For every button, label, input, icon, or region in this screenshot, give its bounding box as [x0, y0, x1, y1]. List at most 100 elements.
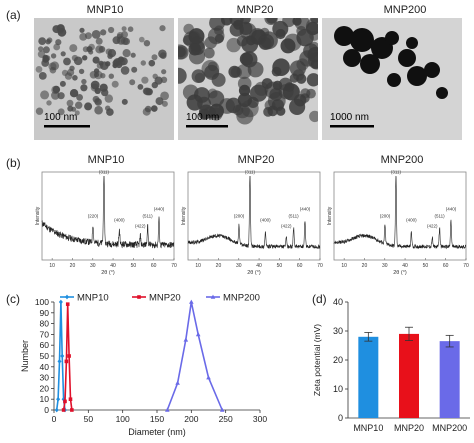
- nanoparticle: [292, 18, 302, 26]
- nanoparticle: [178, 67, 187, 84]
- size-distribution-chart: 0 50 100 150 200 250 3000102030405060708090100…: [20, 293, 267, 438]
- xrd-title-mnp200: MNP200: [380, 154, 424, 166]
- tem-particles: [334, 26, 448, 99]
- nanoparticle: [151, 105, 158, 112]
- nanoparticle: [228, 65, 241, 78]
- peak-label: (311): [391, 169, 402, 174]
- peak-label: (440): [446, 206, 457, 211]
- y-tick-label: 10: [40, 394, 50, 404]
- scale-bar-label: 1000 nm: [330, 112, 369, 123]
- nanoparticle: [107, 49, 117, 58]
- tem-title-mnp200: MNP200: [383, 4, 427, 16]
- x-tick-label: 30: [236, 263, 242, 269]
- y-tick-label: 30: [333, 326, 343, 336]
- x-tick-label: 50: [277, 263, 283, 269]
- data-point: [175, 380, 180, 385]
- xrd-chart-mnp200: 10 20 30 40 50 60 70 2θ (°) Intensity (200) (311) (…: [327, 169, 469, 276]
- x-tick-label: 70: [317, 263, 323, 269]
- panel-letter-a: (a): [6, 8, 21, 22]
- nanoparticle: [151, 54, 158, 61]
- plot-frame: [187, 171, 321, 261]
- y-tick-label: 0: [338, 413, 343, 423]
- y-tick-label: 100: [35, 297, 49, 307]
- xrd-title-mnp10: MNP10: [87, 154, 125, 166]
- nanoparticle: [436, 87, 448, 99]
- nanoparticle: [35, 66, 43, 73]
- bar-mnp10: [358, 336, 379, 418]
- nanoparticle: [76, 94, 83, 101]
- nanoparticle: [42, 46, 50, 54]
- scale-bar: [330, 125, 374, 128]
- nanoparticle: [182, 84, 199, 101]
- nanoparticle: [309, 110, 318, 123]
- nanoparticle: [269, 87, 283, 102]
- nanoparticle: [159, 25, 166, 32]
- nanoparticle: [178, 46, 186, 58]
- nanoparticle: [208, 90, 225, 107]
- plot-frame: [333, 171, 467, 261]
- nanoparticle: [94, 105, 103, 115]
- y-tick-label: 20: [333, 355, 343, 365]
- x-axis-label: 2θ (°): [247, 270, 261, 276]
- nanoparticle: [139, 36, 145, 43]
- legend-label: MNP200: [223, 293, 260, 304]
- nanoparticle: [48, 62, 57, 71]
- nanoparticle: [74, 110, 80, 116]
- data-point: [56, 396, 61, 402]
- x-tick-label: MNP20: [394, 423, 424, 433]
- nanoparticle: [289, 98, 306, 115]
- nanoparticle: [79, 27, 85, 33]
- x-tick-label: MNP200: [432, 423, 467, 433]
- nanoparticle: [160, 91, 169, 101]
- x-tick-label: 20: [216, 263, 222, 269]
- peak-label: (511): [435, 214, 446, 219]
- nanoparticle: [385, 31, 399, 45]
- x-tick-label: 50: [131, 263, 137, 269]
- nanoparticle: [53, 43, 61, 51]
- nanoparticle: [59, 80, 66, 87]
- nanoparticle: [40, 90, 50, 100]
- x-tick-label: 10: [49, 263, 55, 269]
- bar-mnp200: [439, 341, 460, 418]
- nanoparticle: [387, 73, 401, 87]
- x-axis-label: 2θ (°): [393, 270, 407, 276]
- series-mnp200: [165, 299, 225, 412]
- nanoparticle: [121, 98, 128, 105]
- legend-label: MNP10: [77, 293, 109, 304]
- y-tick-label: 40: [333, 297, 343, 307]
- nanoparticle: [94, 72, 100, 78]
- y-axis-label: Intensity: [35, 206, 41, 225]
- xrd-chart-mnp10: 10 20 30 40 50 60 70 2θ (°) Intensity (220) (311) (…: [35, 169, 177, 276]
- nanoparticle: [35, 107, 44, 115]
- peak-label: (200): [380, 214, 391, 219]
- nanoparticle: [38, 37, 47, 45]
- x-tick-label: 50: [423, 263, 429, 269]
- x-tick-label: 20: [70, 263, 76, 269]
- nanoparticle: [143, 40, 151, 47]
- y-axis-label: Number: [20, 340, 30, 372]
- peak-label: (511): [289, 214, 300, 219]
- x-tick-label: 300: [253, 414, 267, 424]
- nanoparticle: [92, 56, 100, 64]
- x-tick-label: 40: [256, 263, 262, 269]
- peak-label: (311): [245, 169, 256, 174]
- nanoparticle: [91, 30, 101, 39]
- x-tick-label: 70: [171, 263, 177, 269]
- nanoparticle: [95, 45, 104, 54]
- nanoparticle: [95, 37, 103, 45]
- nanoparticle: [73, 56, 83, 66]
- nanoparticle: [234, 103, 250, 119]
- x-axis-label: 2θ (°): [101, 270, 115, 276]
- peak-label: (400): [260, 217, 271, 222]
- nanoparticle: [38, 72, 47, 80]
- nanoparticle: [57, 108, 65, 116]
- nanoparticle: [300, 88, 311, 99]
- scale-bar-label: 100 nm: [44, 112, 77, 123]
- x-tick-label: 40: [110, 263, 116, 269]
- nanoparticle: [82, 46, 89, 53]
- plot-frame: [41, 171, 175, 261]
- nanoparticle: [55, 39, 62, 46]
- nanoparticle: [105, 105, 111, 111]
- nanoparticle: [96, 62, 104, 69]
- x-tick-label: 20: [362, 263, 368, 269]
